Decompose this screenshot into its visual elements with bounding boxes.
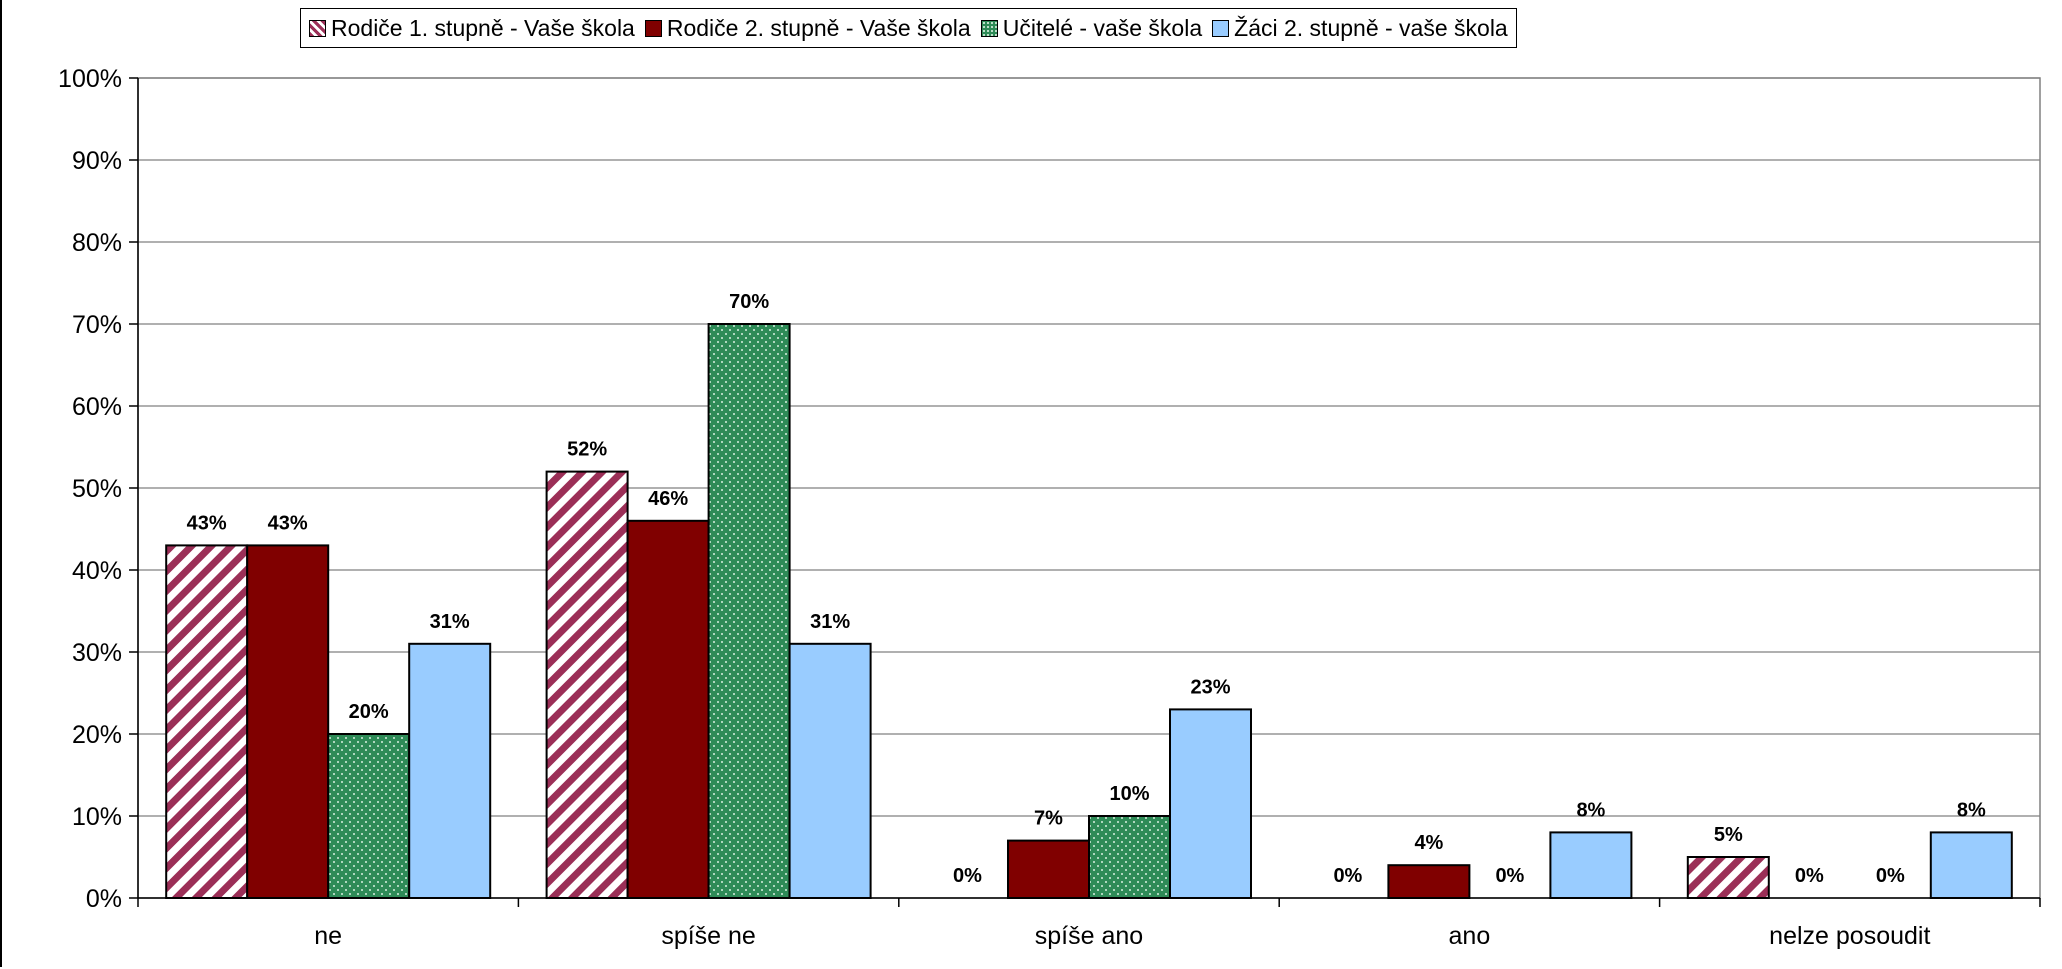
bar [1387,864,1471,900]
y-tick-label: 10% [72,803,122,831]
chart-legend: Rodiče 1. stupně - Vaše škola Rodiče 2. s… [300,8,1517,48]
bar [246,544,330,900]
legend-item: Učitelé - vaše škola [980,14,1203,42]
bar [165,544,249,900]
legend-item: Rodiče 1. stupně - Vaše škola [309,15,635,42]
bar [408,642,492,899]
data-label: 31% [430,611,470,633]
legend-swatch [644,19,662,37]
data-label: 46% [648,488,688,510]
x-tick-label: spíše ne [661,922,756,950]
legend-item: Rodiče 2. stupně - Vaše škola [644,14,971,42]
legend-label: Rodiče 2. stupně - Vaše škola [666,14,971,41]
y-tick-label: 50% [72,475,122,503]
data-label: 8% [1576,799,1605,821]
bar [626,519,710,899]
legend-item: Žáci 2. stupně - vaše škola [1212,15,1508,42]
y-tick-label: 30% [72,639,122,667]
x-tick-label: nelze posoudit [1769,922,1930,950]
data-label: 0% [1333,865,1362,887]
data-label: 43% [187,512,227,534]
bar [707,323,791,899]
data-label: 8% [1957,799,1986,821]
data-label: 0% [953,865,982,887]
legend-swatch [980,19,998,37]
legend-label: Rodiče 1. stupně - Vaše škola [331,14,635,41]
bar [1929,831,2013,900]
data-label: 43% [268,512,308,534]
bar [327,733,411,899]
y-tick-label: 100% [58,65,122,93]
y-tick-label: 0% [86,885,122,913]
data-label: 20% [349,701,389,723]
y-tick-label: 80% [72,229,122,257]
y-tick-label: 20% [72,721,122,749]
y-tick-label: 60% [72,393,122,421]
bar [1686,856,1770,899]
x-tick-label: spíše ano [1035,922,1143,950]
x-tick-label: ano [1449,922,1491,950]
y-tick-label: 90% [72,147,122,175]
bar [545,470,629,899]
y-tick-label: 40% [72,557,122,585]
data-label: 0% [1876,865,1905,887]
data-label: 31% [810,611,850,633]
legend-label: Žáci 2. stupně - vaše škola [1234,14,1508,41]
y-tick-label: 70% [72,311,122,339]
bar [1007,839,1090,899]
bar [788,642,872,899]
legend-swatch [1212,19,1230,37]
legend-label: Učitelé - vaše škola [1002,14,1203,41]
data-label: 10% [1109,783,1149,805]
data-label: 70% [729,291,769,313]
data-label: 5% [1714,824,1743,846]
data-label: 52% [567,439,607,461]
data-label: 7% [1034,808,1063,830]
bar [1169,708,1252,900]
data-label: 0% [1795,865,1824,887]
data-label: 23% [1190,676,1230,698]
data-label: 0% [1495,865,1524,887]
bar [1088,815,1171,899]
data-label: 4% [1414,832,1443,854]
x-tick-label: ne [314,922,342,950]
bar [1549,831,1633,900]
legend-swatch [309,19,326,37]
